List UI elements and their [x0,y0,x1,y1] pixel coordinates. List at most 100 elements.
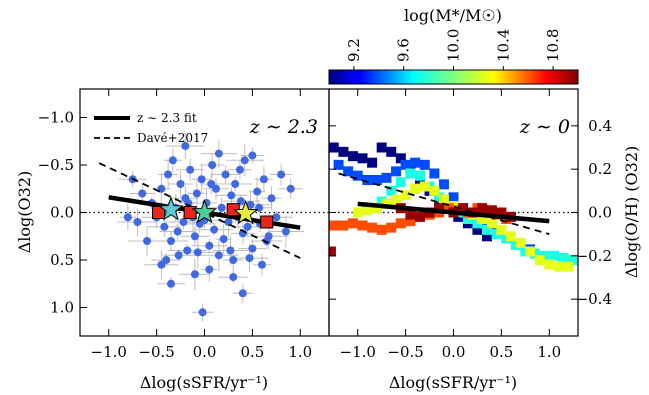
right-xtick-label: 1.0 [537,343,561,361]
track-square [391,166,402,177]
data-point [208,161,217,169]
track-square [472,224,483,235]
stacked-star [158,196,184,221]
track-square [419,159,430,170]
track-square [558,253,569,263]
data-point [214,149,223,158]
track-square [329,142,339,153]
data-point [224,218,233,226]
track-square [549,250,560,261]
right-ytick-label: 0.0 [588,204,612,222]
colorbar-gradient [328,69,579,85]
track-square [395,177,406,188]
data-point [226,246,235,255]
colorbar-tick-label: 9.6 [395,38,413,62]
track-square [477,214,488,224]
left-ytick-label: 0.5 [50,251,74,269]
data-point [123,213,132,222]
stacked-star [232,199,259,225]
data-point [245,254,254,263]
data-point [257,260,266,269]
right-ytick-label: −0.2 [576,247,612,265]
data-point [210,225,219,234]
right-xtick-label: −1.0 [340,343,376,361]
track-square [553,261,564,272]
right-ytick-label: −0.4 [576,290,612,308]
track-square [405,209,416,220]
data-point [229,256,238,264]
track-square [343,166,354,177]
data-point [227,191,236,200]
track-square [386,185,397,196]
track-square [347,151,358,162]
left-xtick-label: 1.0 [288,343,312,361]
left-error-bars [117,133,304,322]
colorbar-label: log(M*/M☉) [404,6,502,25]
right-ytick-label: 0.2 [588,160,612,178]
right-dave-line [338,172,550,236]
data-point [193,248,202,257]
binned-square [152,206,166,219]
track-square [395,153,406,164]
data-point [168,156,177,165]
data-point [264,232,273,241]
data-point [207,180,216,188]
track-square [371,175,382,185]
left-xtick-label: 0.5 [240,343,264,361]
track-square [386,222,397,233]
right-plot-area [329,142,578,272]
data-point [281,227,290,236]
data-point [176,180,185,188]
binned-square [260,215,274,229]
data-point [219,235,228,244]
data-point [174,251,183,260]
binned-square [183,206,197,219]
data-point [143,237,152,245]
track-square [525,246,536,257]
right-xlabel: Δlog(sSFR/yr⁻¹) [389,373,517,392]
colorbar-tick-label: 10.4 [494,29,512,62]
track-square [477,203,488,214]
right-fit-line [357,201,550,224]
legend-dave-label: Davé+2017 [137,131,208,145]
left-annotation: z ∼ 2.3 [249,116,318,138]
track-square [347,218,358,229]
left-ytick-label: 0.0 [50,204,74,222]
track-square [367,222,378,233]
data-point [267,194,276,203]
left-stars [158,196,259,225]
data-point [221,170,230,179]
left-plot-area [80,133,329,322]
track-square [434,203,445,214]
track-square [376,142,387,153]
track-square [515,237,526,248]
right-annotation: z ∼ 0 [519,116,570,138]
right-ytick-label: 0.4 [588,117,612,135]
track-square [414,211,425,222]
data-point [243,222,252,231]
left-xtick-label: −0.5 [138,343,174,361]
data-point [166,279,175,288]
data-point [181,142,190,150]
track-square [486,218,497,229]
track-square [482,224,493,235]
track-square [367,157,378,168]
track-square [333,159,344,170]
data-point [272,213,281,222]
right-xtick-label: 0.5 [489,343,513,361]
data-point [248,151,257,160]
left-ytick-label: −0.5 [38,156,74,174]
data-point [248,244,257,253]
track-square [544,259,555,270]
track-square [429,168,440,179]
track-square [496,207,507,218]
data-point [236,197,245,206]
track-square [414,170,425,181]
colorbar: 9.2 9.6 10.0 10.4 10.8 log(M*/M☉) [328,6,579,85]
data-point [179,218,188,226]
track-square [448,192,459,203]
data-point [238,289,247,298]
track-square [534,255,545,266]
track-square [405,216,416,227]
left-ytick-label: −1.0 [38,109,74,127]
